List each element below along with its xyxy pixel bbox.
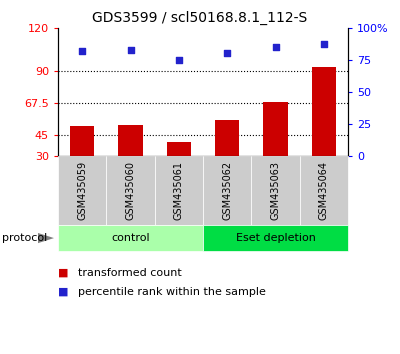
Text: GDS3599 / scl50168.8.1_112-S: GDS3599 / scl50168.8.1_112-S — [92, 11, 308, 25]
Text: ■: ■ — [58, 287, 68, 297]
Text: transformed count: transformed count — [78, 268, 182, 278]
Point — [79, 48, 85, 54]
Text: control: control — [111, 233, 150, 243]
Bar — [167, 142, 191, 156]
Bar — [264, 102, 288, 156]
Polygon shape — [38, 233, 54, 243]
Text: GSM435063: GSM435063 — [270, 161, 280, 220]
Text: ■: ■ — [58, 268, 68, 278]
Text: GSM435059: GSM435059 — [77, 161, 87, 220]
Point — [127, 47, 134, 53]
Text: Eset depletion: Eset depletion — [236, 233, 316, 243]
Text: GSM435064: GSM435064 — [319, 161, 329, 220]
Point — [272, 45, 279, 50]
Text: protocol: protocol — [2, 233, 47, 243]
Point — [224, 50, 230, 55]
Bar — [312, 67, 336, 156]
Text: GSM435060: GSM435060 — [126, 161, 136, 220]
Point — [176, 57, 182, 63]
Point — [321, 41, 327, 46]
Text: percentile rank within the sample: percentile rank within the sample — [78, 287, 266, 297]
Bar — [215, 120, 239, 156]
Text: GSM435062: GSM435062 — [222, 161, 232, 220]
Bar — [70, 126, 94, 156]
Text: GSM435061: GSM435061 — [174, 161, 184, 220]
Bar — [118, 125, 142, 156]
